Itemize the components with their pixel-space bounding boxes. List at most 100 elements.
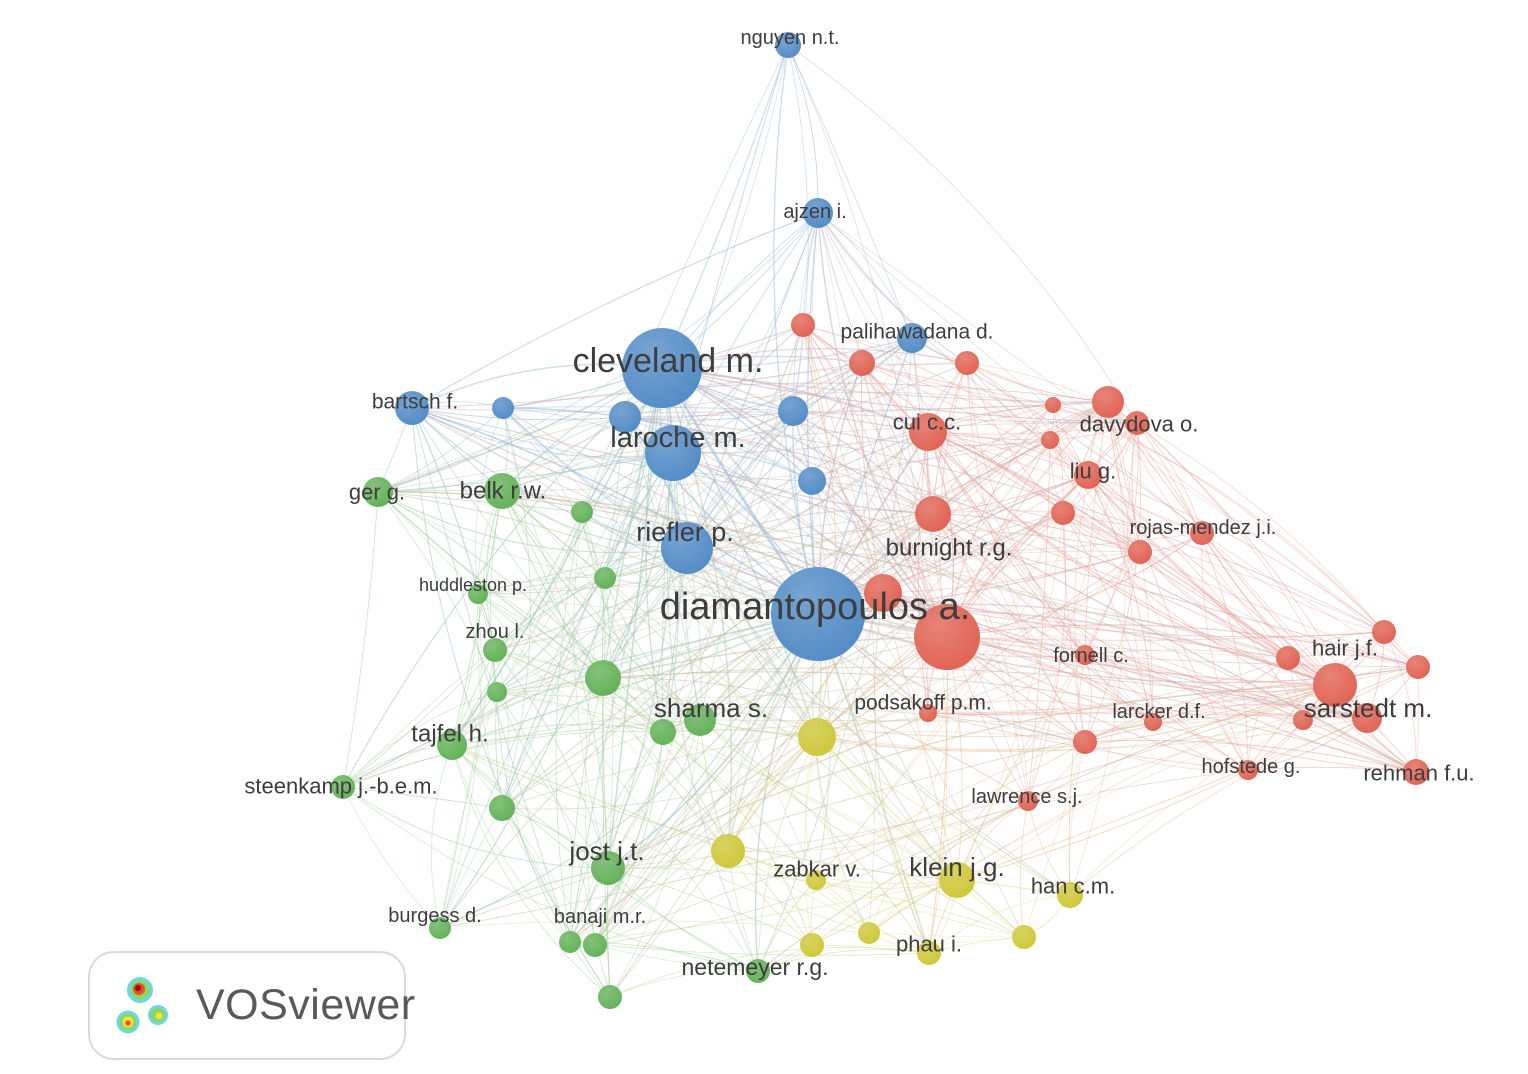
author-node-unlabeled[interactable] (800, 933, 824, 957)
author-node-unlabeled[interactable] (1125, 411, 1149, 435)
author-node-unlabeled[interactable] (585, 660, 621, 696)
author-node-cleveland-m[interactable] (622, 328, 702, 408)
author-label-belk-r-w: belk r.w. (460, 478, 547, 505)
author-label-banaji-m-r: banaji m.r. (554, 906, 646, 928)
author-node-han-c-m[interactable] (1057, 882, 1083, 908)
author-node-phau-i[interactable] (917, 941, 941, 965)
author-label-rehman-f-u: rehman f.u. (1363, 761, 1474, 786)
author-node-unlabeled[interactable] (609, 401, 641, 433)
vosviewer-logo-icon (116, 976, 168, 1033)
author-node-zhou-l[interactable] (483, 638, 507, 662)
author-node-sharma-s[interactable] (684, 704, 716, 736)
author-label-zabkar-v: zabkar v. (773, 857, 861, 882)
author-label-diamantopoulos-a: diamantopoulos a. (660, 586, 971, 628)
author-node-unlabeled[interactable] (1045, 397, 1061, 413)
edges-layer (342, 44, 1420, 998)
author-node-klein-j-g[interactable] (939, 862, 975, 898)
author-node-tajfel-h[interactable] (437, 730, 467, 760)
author-node-unlabeled[interactable] (1041, 431, 1059, 449)
author-label-riefler-p: riefler p. (636, 517, 734, 547)
author-node-unlabeled[interactable] (1372, 620, 1396, 644)
author-label-phau-i: phau i. (896, 932, 962, 957)
author-node-unlabeled[interactable] (864, 574, 902, 612)
author-node-sarstedt-m[interactable] (1352, 703, 1382, 733)
vosviewer-logo-text: VOSviewer (196, 981, 416, 1029)
author-node-unlabeled[interactable] (914, 604, 980, 670)
author-node-burnight-r-g[interactable] (915, 496, 951, 532)
author-node-hair-j-f[interactable] (1313, 663, 1357, 707)
author-node-ger-g[interactable] (363, 477, 393, 507)
author-node-unlabeled[interactable] (594, 567, 616, 589)
author-node-unlabeled[interactable] (489, 795, 515, 821)
author-node-laroche-m[interactable] (645, 425, 701, 481)
author-node-unlabeled[interactable] (559, 931, 581, 953)
author-label-fornell-c: fornell c. (1053, 645, 1129, 667)
author-node-unlabeled[interactable] (955, 351, 979, 375)
author-label-jost-j-t: jost j.t. (568, 836, 644, 866)
author-node-zabkar-v[interactable] (806, 870, 826, 890)
author-node-unlabeled[interactable] (849, 350, 875, 376)
author-node-unlabeled[interactable] (858, 922, 880, 944)
author-node-unlabeled[interactable] (1051, 501, 1075, 525)
author-node-unlabeled[interactable] (1073, 730, 1097, 754)
author-node-banaji-m-r[interactable] (583, 933, 607, 957)
author-node-rehman-f-u[interactable] (1403, 759, 1429, 785)
author-label-burgess-d: burgess d. (388, 905, 481, 927)
author-label-steenkamp-j-b-e-m: steenkamp j.-b.e.m. (244, 774, 437, 799)
author-node-unlabeled[interactable] (1293, 710, 1313, 730)
author-label-liu-g: liu g. (1070, 459, 1116, 484)
author-node-unlabeled[interactable] (571, 501, 593, 523)
labels-layer: huddleston p. nguyen n.t. ajzen i. zhou l. b… (244, 27, 1474, 980)
author-label-cui-c-c: cui c.c. (893, 410, 961, 435)
author-node-ajzen-i[interactable] (803, 198, 833, 228)
author-label-huddleston-p: huddleston p. (419, 575, 527, 595)
author-node-rojas-mendez-j-i[interactable] (1190, 521, 1214, 545)
author-node-unlabeled[interactable] (1012, 925, 1036, 949)
author-node-unlabeled[interactable] (598, 985, 622, 1009)
author-label-rojas-mendez-j-i: rojas-mendez j.i. (1130, 517, 1277, 539)
author-node-hofstede-g[interactable] (1238, 760, 1258, 780)
author-node-unlabeled[interactable] (1128, 540, 1152, 564)
author-node-podsakoff-p-m[interactable] (919, 704, 937, 722)
author-label-laroche-m: laroche m. (610, 422, 745, 454)
author-node-unlabeled[interactable] (798, 467, 826, 495)
author-node-bartsch-f[interactable] (395, 391, 429, 425)
author-node-burgess-d[interactable] (429, 917, 451, 939)
author-node-liu-g[interactable] (1074, 461, 1102, 489)
vosviewer-badge: VOSviewer (88, 951, 415, 1060)
author-label-bartsch-f: bartsch f. (372, 391, 458, 414)
author-node-larcker-d-f[interactable] (1144, 713, 1162, 731)
nodes-layer (331, 32, 1430, 1009)
author-node-nguyen-n-t[interactable] (775, 32, 801, 58)
author-node-unlabeled[interactable] (791, 313, 815, 337)
author-node-belk-r-w[interactable] (484, 473, 520, 509)
author-node-davydova-o[interactable] (1092, 386, 1124, 418)
author-node-cui-c-c[interactable] (909, 413, 947, 451)
author-node-unlabeled[interactable] (711, 834, 745, 868)
author-node-diamantopoulos-a[interactable] (771, 567, 865, 661)
author-node-palihawadana-d[interactable] (897, 323, 927, 353)
author-label-netemeyer-r-g: netemeyer r.g. (681, 954, 828, 980)
author-label-cleveland-m: cleveland m. (573, 342, 764, 380)
author-node-steenkamp-j-b-e-m[interactable] (331, 775, 355, 799)
author-node-jost-j-t[interactable] (591, 851, 625, 885)
author-node-huddleston-p[interactable] (468, 584, 488, 604)
author-node-unlabeled[interactable] (492, 397, 514, 419)
author-node-unlabeled[interactable] (1406, 655, 1430, 679)
author-node-unlabeled[interactable] (487, 682, 507, 702)
author-node-lawrence-s-j[interactable] (1018, 791, 1038, 811)
author-node-unlabeled[interactable] (778, 396, 808, 426)
author-node-netemeyer-r-g[interactable] (746, 959, 770, 983)
author-node-riefler-p[interactable] (661, 522, 713, 574)
author-label-han-c-m: han c.m. (1031, 874, 1115, 899)
author-node-fornell-c[interactable] (1075, 645, 1095, 665)
author-node-unlabeled[interactable] (1276, 646, 1300, 670)
author-node-unlabeled[interactable] (650, 719, 676, 745)
author-label-klein-j-g: klein j.g. (909, 852, 1004, 882)
author-node-unlabeled[interactable] (798, 718, 836, 756)
author-label-tajfel-h: tajfel h. (411, 721, 488, 748)
author-label-hofstede-g: hofstede g. (1202, 756, 1301, 778)
author-label-davydova-o: davydova o. (1080, 412, 1199, 437)
